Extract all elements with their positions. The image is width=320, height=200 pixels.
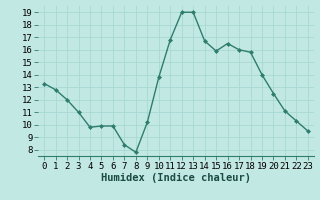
X-axis label: Humidex (Indice chaleur): Humidex (Indice chaleur) [101, 173, 251, 183]
